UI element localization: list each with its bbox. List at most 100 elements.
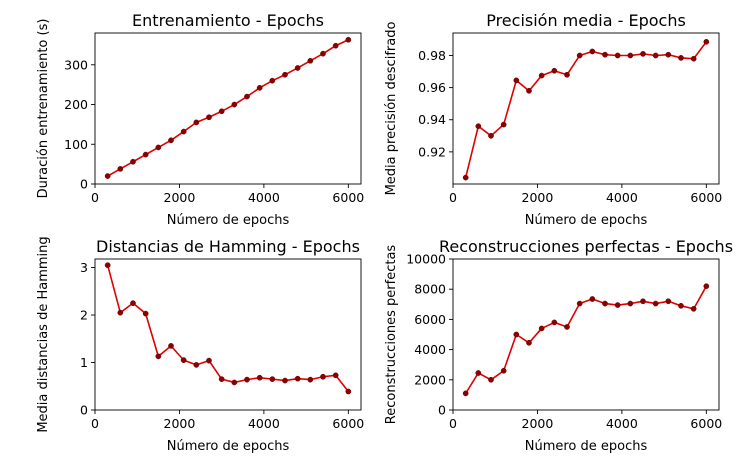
x-tick-label: 4000: [248, 416, 280, 431]
data-point: [703, 283, 710, 290]
x-tick-label: 2000: [522, 190, 554, 205]
data-point: [155, 353, 162, 360]
y-axis-label: Media precisión descifrado: [384, 22, 399, 196]
subplot-title: Reconstrucciones perfectas - Epochs: [439, 237, 733, 256]
data-point: [500, 367, 507, 374]
data-point: [320, 373, 326, 380]
data-point: [589, 48, 596, 55]
data-point: [678, 55, 684, 61]
data-point: [475, 370, 482, 376]
data-point: [231, 101, 238, 108]
data-point: [193, 362, 200, 368]
x-tick-label: 6000: [690, 416, 722, 431]
y-tick-label: 0: [80, 403, 88, 418]
y-tick-label: 200: [64, 97, 88, 112]
y-axis-label: Duración entrenamiento (s): [36, 19, 51, 199]
data-point: [627, 300, 634, 307]
data-point: [602, 51, 608, 58]
y-tick-label: 100: [64, 137, 88, 152]
x-axis-label: Número de epochs: [525, 213, 648, 228]
data-point: [244, 93, 250, 100]
data-point: [475, 123, 482, 130]
data-point: [614, 52, 621, 59]
y-tick-label: 0.98: [418, 48, 446, 63]
data-point: [269, 376, 276, 382]
data-point: [345, 388, 352, 395]
y-tick-label: 2: [80, 308, 88, 323]
subplot-2: Precisión media - Epochs 0 2000 4000 6000 0.9…: [384, 11, 722, 228]
series-line: [106, 264, 349, 392]
data-point: [488, 376, 494, 383]
subplot-title: Distancias de Hamming - Epochs: [96, 237, 360, 256]
x-tick-label: 6000: [690, 190, 722, 205]
data-point: [665, 51, 672, 58]
data-point: [703, 38, 710, 45]
data-point: [142, 151, 149, 158]
data-point: [640, 298, 646, 305]
data-point: [652, 300, 659, 307]
data-point: [269, 77, 276, 84]
y-tick-label: 0: [438, 403, 446, 418]
x-tick-label: 2000: [164, 416, 196, 431]
y-tick-label: 1: [80, 355, 88, 370]
data-point: [678, 302, 684, 309]
data-point: [142, 310, 149, 317]
data-point: [462, 174, 469, 181]
x-axis-label: Número de epochs: [525, 439, 648, 454]
data-point: [526, 87, 532, 94]
x-tick-label: 4000: [606, 416, 638, 431]
x-tick-label: 0: [449, 190, 457, 205]
data-point: [256, 374, 263, 381]
data-point: [513, 77, 520, 84]
data-point: [244, 376, 250, 383]
data-point: [117, 166, 124, 172]
data-point: [652, 52, 659, 59]
data-point: [130, 300, 136, 307]
data-point: [665, 298, 672, 305]
y-axis-label: Reconstrucciones perfectas: [384, 245, 399, 425]
data-point: [206, 357, 212, 364]
plot-frame: [94, 32, 362, 185]
data-point: [104, 173, 111, 179]
x-tick-label: 0: [449, 416, 457, 431]
data-point: [602, 300, 608, 307]
data-point: [690, 305, 697, 312]
data-point: [180, 357, 187, 363]
y-tick-label: 0: [80, 177, 88, 192]
y-tick-label: 10000: [406, 252, 446, 267]
data-point: [193, 119, 200, 126]
x-axis-label: Número de epochs: [167, 213, 290, 228]
subplot-3: Distancias de Hamming - Epochs 0 2000 4000 6…: [36, 236, 364, 454]
subplot-title: Precisión media - Epochs: [486, 11, 686, 30]
series-line: [464, 41, 707, 178]
data-point: [332, 372, 339, 379]
data-point: [576, 52, 583, 59]
y-tick-label: 0.94: [418, 112, 446, 127]
data-point: [307, 376, 314, 383]
data-point: [282, 377, 288, 384]
y-axis-label: Media distancias de Hamming: [36, 236, 51, 432]
y-tick-label: 3: [80, 260, 88, 275]
data-point: [564, 324, 570, 330]
data-point: [256, 84, 263, 91]
data-point: [576, 300, 583, 307]
x-tick-label: 2000: [522, 416, 554, 431]
data-point: [294, 65, 301, 71]
y-tick-label: 6000: [414, 312, 446, 327]
data-point: [294, 375, 301, 382]
data-point: [307, 57, 314, 64]
data-point: [462, 390, 469, 397]
data-point: [627, 52, 634, 59]
data-point: [168, 137, 174, 144]
plot-frame: [452, 32, 720, 185]
data-point: [218, 376, 225, 382]
data-point: [538, 325, 545, 332]
data-point: [564, 71, 570, 78]
data-point: [320, 50, 326, 57]
subplot-1: Entrenamiento - Epochs 0 2000 4000 6000 0 100 2…: [36, 11, 364, 228]
data-point: [526, 339, 532, 346]
x-tick-label: 4000: [606, 190, 638, 205]
data-point: [538, 72, 545, 79]
x-tick-label: 0: [91, 416, 99, 431]
